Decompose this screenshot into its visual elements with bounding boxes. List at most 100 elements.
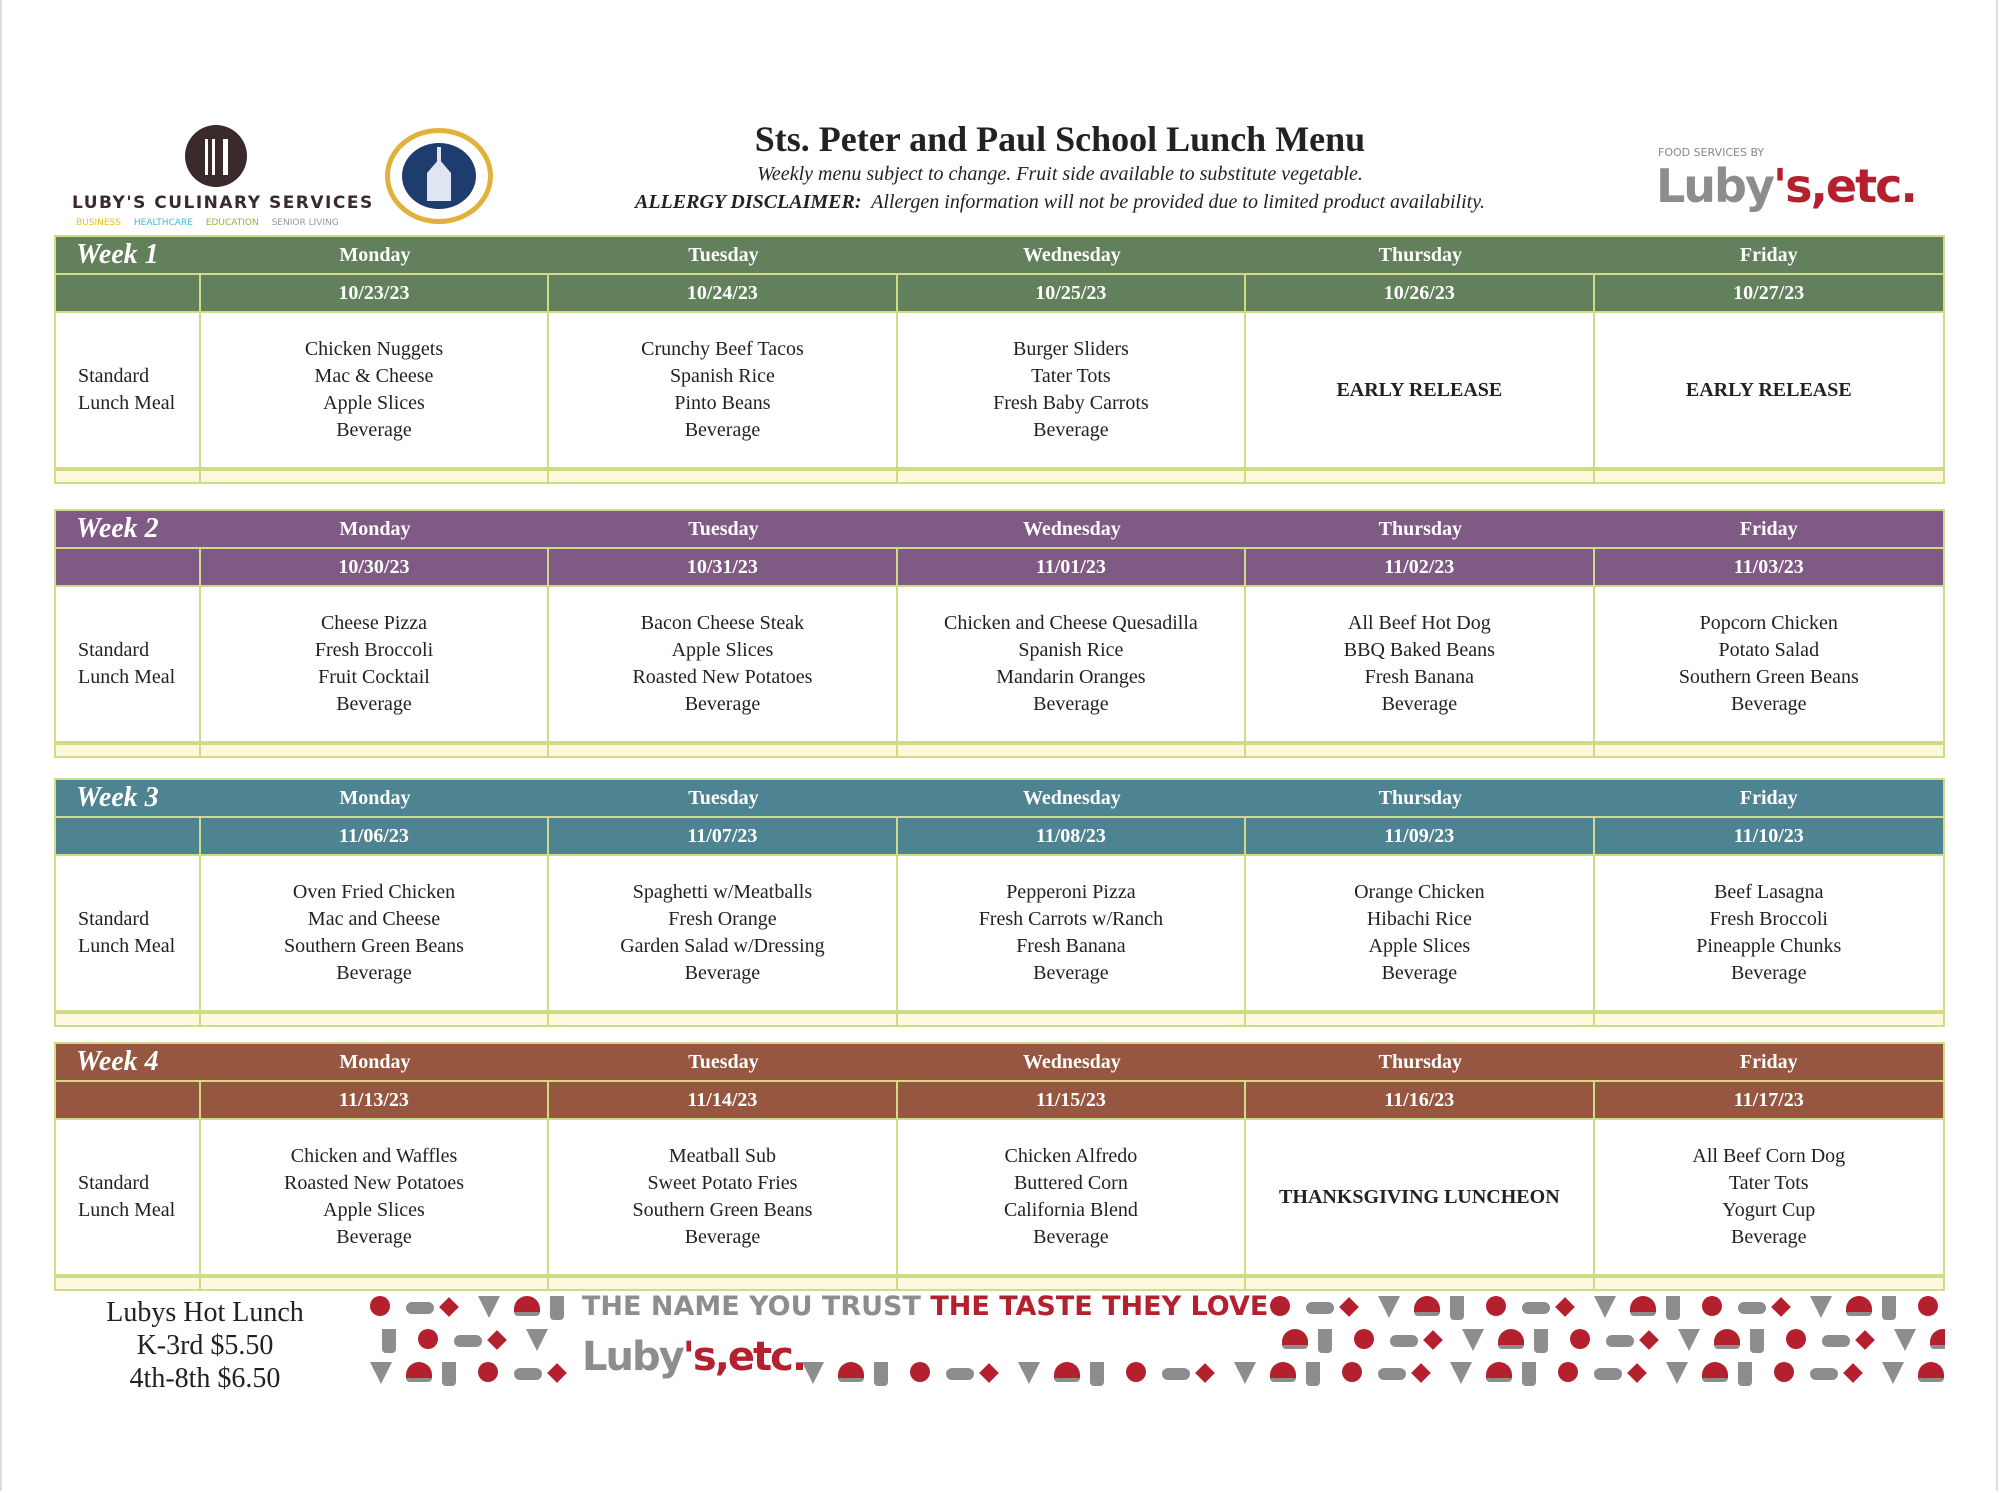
star-icon: [1339, 1297, 1359, 1317]
meal-cell: Spaghetti w/Meatballs Fresh Orange Garden …: [549, 856, 898, 1010]
price-box: Lubys Hot Lunch K-3rd $5.50 4th-8th $6.5…: [70, 1296, 340, 1395]
stripe-cell: [56, 1014, 201, 1025]
page-title: Sts. Peter and Paul School Lunch Menu: [754, 119, 1366, 159]
tomato-icon: [418, 1329, 438, 1349]
meal-item: Pinto Beans: [674, 392, 771, 414]
school-seal: [385, 128, 493, 224]
church-body: [427, 173, 451, 201]
price-4-8: 4th-8th $6.50: [129, 1363, 281, 1394]
meal-item: Beverage: [684, 693, 761, 715]
banner-logo-part2: 's,etc.: [682, 1334, 807, 1380]
meal-items: Beef Lasagna Fresh Broccoli Pineapple Chun…: [1696, 879, 1841, 987]
price-title: Lubys Hot Lunch: [106, 1297, 304, 1328]
meal-item: All Beef Corn Dog: [1692, 1145, 1846, 1167]
lcs-name: LUBY'S CULINARY SERVICES: [72, 193, 374, 213]
star-icon: [1423, 1330, 1443, 1350]
banner-slogan: THE NAME YOU TRUST THE TASTE THEY LOVE: [582, 1290, 1268, 1324]
meal-item: Beverage: [1731, 693, 1807, 715]
stripe-cell: [1595, 1014, 1943, 1025]
logo-part1: Luby: [1656, 159, 1775, 213]
meal-cell: Popcorn Chicken Potato Salad Southern Gree…: [1595, 587, 1943, 741]
date-cell: 11/17/23: [1733, 1088, 1804, 1111]
meal-cell: EARLY RELEASE: [1595, 313, 1943, 467]
day-header: Monday: [339, 243, 411, 266]
meal-item: Chicken Nuggets: [304, 338, 444, 360]
tomato-icon: [1774, 1362, 1794, 1382]
meal-items: Crunchy Beef Tacos Spanish Rice Pinto Bean…: [641, 336, 804, 444]
burger-icon: [406, 1362, 432, 1382]
meal-item: Sweet Potato Fries: [647, 1172, 798, 1194]
meal-cell: Burger Sliders Tater Tots Fresh Baby Carro…: [898, 313, 1247, 467]
fork-knife-icon: [185, 125, 247, 187]
lubys-culinary-services-logo: LUBY'S CULINARY SERVICES BUSINESS HEALTH…: [72, 125, 372, 230]
star-icon: [1627, 1363, 1647, 1383]
hotdog-icon: [454, 1335, 482, 1347]
row-label: Standard Lunch Meal: [56, 313, 201, 467]
disclaimer-label: ALLERGY DISCLAIMER:: [635, 191, 862, 213]
price-k3: K-3rd $5.50: [136, 1330, 274, 1361]
meal-item: Beverage: [1381, 962, 1458, 984]
meal-cell: Chicken and Waffles Roasted New Potatoes A…: [201, 1120, 550, 1274]
hotdog-icon: [1594, 1368, 1622, 1380]
church-roof: [427, 159, 451, 173]
meal-item: Chicken Alfredo: [1004, 1145, 1138, 1167]
cup-icon: [1090, 1362, 1104, 1386]
stripe-cell: [1246, 1014, 1595, 1025]
burger-icon: [1846, 1296, 1872, 1316]
tomato-icon: [1570, 1329, 1590, 1349]
cup-icon: [1522, 1362, 1536, 1386]
stripe-cell: [201, 471, 550, 482]
stripe-cell: [56, 745, 201, 756]
tomato-icon: [1558, 1362, 1578, 1382]
pizza-icon: [1378, 1296, 1400, 1318]
cup-icon: [874, 1362, 888, 1386]
date-cell: 11/07/23: [549, 818, 898, 854]
star-icon: [1843, 1363, 1863, 1383]
date-row-spacer: [56, 549, 201, 585]
meal-row: Standard Lunch Meal Oven Fried Chicken Mac…: [54, 856, 1945, 1012]
pizza-icon: [1462, 1329, 1484, 1351]
disclaimer-text: Allergen information will not be provide…: [871, 191, 1485, 213]
meal-item: Beverage: [336, 962, 412, 984]
star-icon: [1855, 1330, 1875, 1350]
cup-icon: [1318, 1329, 1332, 1353]
pizza-icon: [1810, 1296, 1832, 1318]
brand-banner: THE NAME YOU TRUST THE TASTE THEY LOVE L…: [370, 1290, 1945, 1396]
week-footer-stripe: [54, 469, 1945, 484]
stripe-cell: [1246, 1278, 1595, 1289]
star-icon: [487, 1330, 507, 1350]
meal-cell: Pepperoni Pizza Fresh Carrots w/Ranch Fres…: [898, 856, 1247, 1010]
meal-cell: Meatball Sub Sweet Potato Fries Southern G…: [549, 1120, 898, 1274]
date-row: 10/23/23 10/24/23 10/25/23 10/26/23 10/27/23: [54, 275, 1945, 313]
lubys-etc-logo: FOOD SERVICES BY Luby's,etc.: [1656, 146, 1926, 216]
meal-items: Popcorn Chicken Potato Salad Southern Gree…: [1679, 610, 1859, 718]
meal-cell: Orange Chicken Hibachi Rice Apple Slices Be…: [1246, 856, 1595, 1010]
meal-item: Beverage: [1033, 693, 1109, 715]
date-cell: 11/06/23: [201, 818, 550, 854]
lcs-tags: BUSINESS HEALTHCARE EDUCATION SENIOR LIV…: [76, 218, 349, 228]
star-icon: [1639, 1330, 1659, 1350]
hotdog-icon: [1162, 1368, 1190, 1380]
meal-cell: Chicken and Cheese Quesadilla Spanish Ric…: [898, 587, 1247, 741]
cup-icon: [1750, 1329, 1764, 1353]
pizza-icon: [1594, 1296, 1616, 1318]
week-footer-stripe: [54, 1012, 1945, 1027]
meal-items: Bacon Cheese Steak Apple Slices Roasted Ne…: [632, 610, 812, 718]
week-header-row: Week 4 Monday Tuesday Wednesday Thursday Frid…: [54, 1042, 1945, 1082]
meal-cell: Chicken Alfredo Buttered Corn California B…: [898, 1120, 1247, 1274]
tomato-icon: [1342, 1362, 1362, 1382]
logo-part2: 's,etc.: [1772, 159, 1918, 213]
meal-item: Garden Salad w/Dressing: [620, 935, 825, 957]
meal-item: Spaghetti w/Meatballs: [632, 881, 813, 903]
meal-items: Oven Fried Chicken Mac and Cheese Southern…: [284, 879, 464, 987]
cup-icon: [1450, 1296, 1464, 1320]
hotdog-icon: [1810, 1368, 1838, 1380]
meal-item: Tater Tots: [1031, 365, 1111, 387]
row-label: Standard Lunch Meal: [56, 1120, 201, 1274]
tomato-icon: [1270, 1296, 1290, 1316]
date-row-spacer: [56, 818, 201, 854]
star-icon: [1195, 1363, 1215, 1383]
meal-items: All Beef Corn Dog Tater Tots Yogurt Cup Bev…: [1692, 1143, 1845, 1251]
meal-item: Mac & Cheese: [314, 365, 434, 387]
fork-prong: [205, 139, 208, 175]
